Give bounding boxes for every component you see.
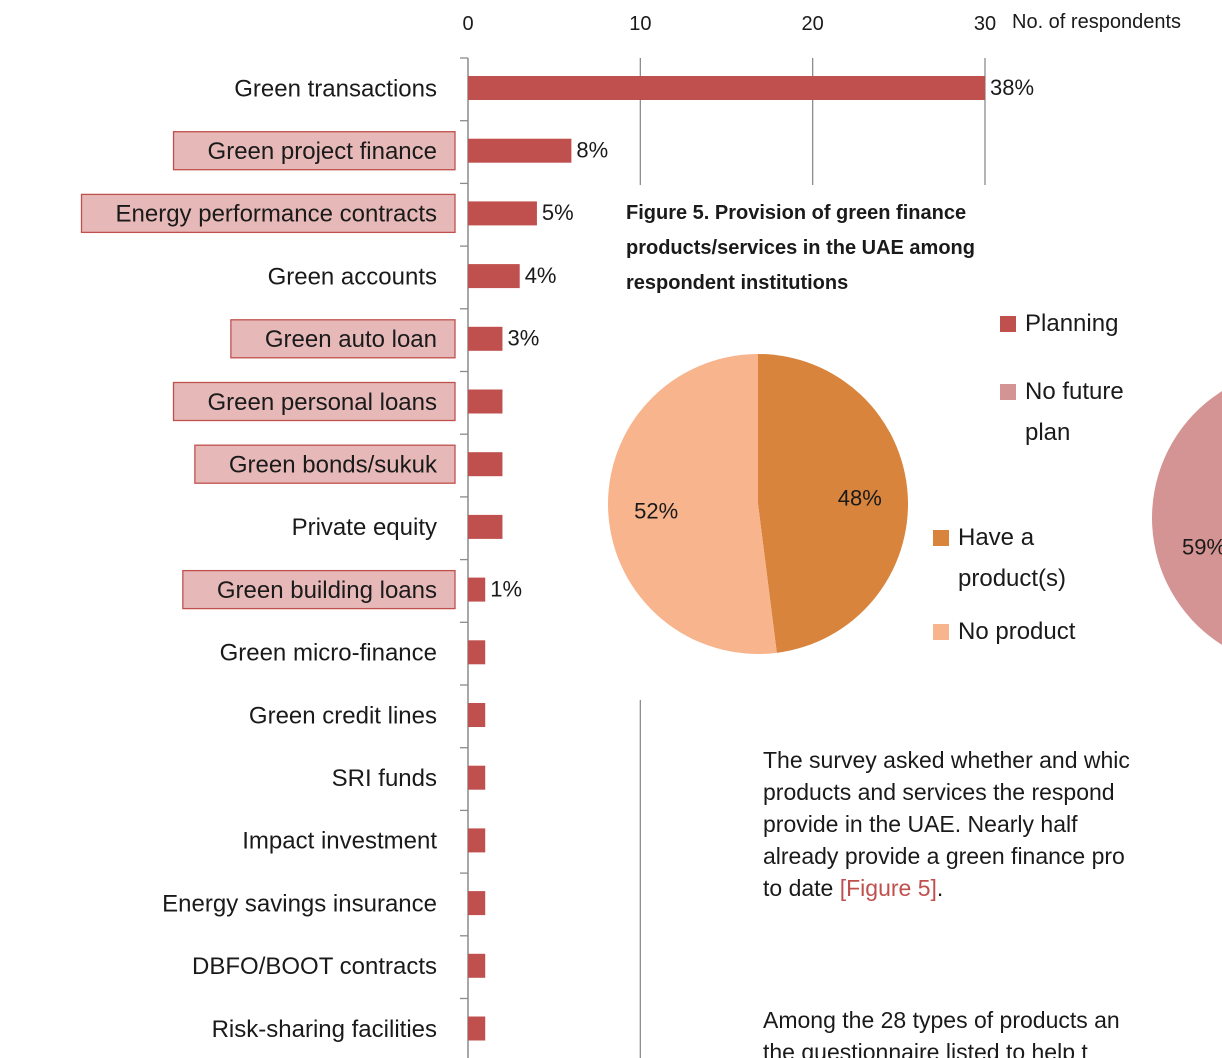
- x-tick-label: 30: [974, 13, 996, 35]
- category-label: SRI funds: [332, 765, 437, 792]
- category-label: Energy performance contracts: [116, 201, 437, 228]
- text-run: to date: [763, 875, 840, 901]
- category-label: Green accounts: [268, 263, 437, 290]
- text-run: .: [937, 875, 943, 901]
- category-label: Green micro-finance: [220, 640, 437, 667]
- category-label: Green project finance: [208, 138, 437, 165]
- legend-item: No future plan: [1000, 371, 1155, 453]
- bar: [468, 138, 572, 163]
- highlight-box: [172, 381, 456, 422]
- legend-swatch: [1000, 316, 1016, 332]
- legend-label: Planning: [1025, 310, 1119, 337]
- bar: [468, 891, 486, 916]
- panel: [745, 700, 1222, 1058]
- body-line: Among the 28 types of products an: [763, 1007, 1120, 1033]
- highlight-box: [230, 319, 456, 359]
- slice-label: 59%: [1182, 534, 1222, 559]
- bar: [468, 452, 503, 477]
- legend-label: Have a product(s): [958, 524, 1067, 592]
- bar: [468, 640, 486, 665]
- legend-label: No future plan: [1025, 378, 1124, 446]
- highlight-box: [80, 193, 456, 234]
- share-label: 1%: [490, 576, 522, 601]
- category-label: Risk-sharing facilities: [212, 1016, 437, 1043]
- bar: [468, 577, 486, 602]
- category-label: Green personal loans: [208, 389, 437, 416]
- pie-slice: [607, 354, 777, 654]
- category-label: Private equity: [292, 514, 437, 541]
- share-label: 5%: [542, 200, 574, 225]
- category-label: Green credit lines: [249, 702, 437, 729]
- bar: [468, 264, 520, 289]
- legend-swatch: [933, 530, 949, 546]
- bar: [468, 514, 503, 539]
- body-line: already provide a green finance pro: [763, 843, 1125, 869]
- body-line: the questionnaire listed to help t: [763, 1039, 1088, 1058]
- x-tick-label: 10: [629, 13, 651, 35]
- share-label: 3%: [507, 326, 539, 351]
- body-line: products and services the respond: [763, 779, 1115, 805]
- legend-swatch: [933, 624, 949, 640]
- body-line: provide in the UAE. Nearly half: [763, 811, 1078, 837]
- share-label: 4%: [525, 263, 557, 288]
- bar: [468, 326, 503, 351]
- highlight-box: [172, 131, 456, 171]
- legend-item: Planning: [1000, 303, 1155, 344]
- legend-swatch: [1000, 384, 1016, 400]
- highlight-box: [194, 444, 456, 484]
- pie-slice: [758, 354, 908, 653]
- category-label: Green transactions: [234, 75, 437, 102]
- bar: [468, 828, 486, 853]
- legend-label: No product: [958, 618, 1076, 645]
- pie-slice: [1152, 391, 1222, 645]
- share-label: 38%: [990, 75, 1034, 100]
- bar: [468, 953, 486, 978]
- category-label: DBFO/BOOT contracts: [192, 953, 437, 980]
- bar: [468, 201, 537, 226]
- figure-title: Figure 5. Provision of green finance pro…: [626, 202, 975, 294]
- category-label: Impact investment: [242, 828, 437, 855]
- slice-label: 48%: [838, 486, 882, 511]
- body-line: to date [Figure 5].: [763, 875, 943, 901]
- x-axis-label: No. of respondents: [1012, 11, 1181, 33]
- legend-item: No product: [933, 611, 1088, 652]
- bar: [468, 765, 486, 790]
- share-label: 8%: [576, 138, 608, 163]
- category-label: Green building loans: [217, 577, 437, 604]
- body-line: The survey asked whether and whic: [763, 747, 1130, 773]
- bar: [468, 703, 486, 727]
- slice-label: 52%: [634, 498, 678, 523]
- x-tick-label: 20: [802, 13, 824, 35]
- category-label: Energy savings insurance: [162, 890, 437, 917]
- legend-item: Have a product(s): [933, 517, 1088, 599]
- highlight-box: [182, 569, 456, 610]
- figure-reference: [Figure 5]: [840, 875, 937, 901]
- category-label: Green bonds/sukuk: [229, 452, 438, 479]
- bar: [468, 1016, 486, 1041]
- x-tick-label: 0: [462, 13, 473, 35]
- bar: [468, 389, 503, 414]
- bar: [468, 76, 985, 100]
- category-label: Green auto loan: [265, 326, 437, 353]
